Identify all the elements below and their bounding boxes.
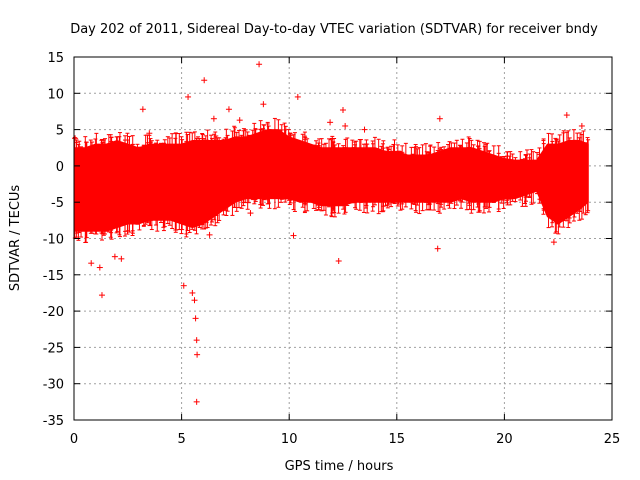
data-point [361, 126, 368, 133]
data-point [96, 264, 103, 271]
x-tick-label: 20 [496, 432, 513, 447]
axis-ticks [73, 56, 613, 421]
data-point [192, 315, 199, 322]
data-point [206, 231, 213, 238]
x-tick-labels: 0 5 10 15 20 25 [70, 432, 620, 447]
data-point [327, 119, 334, 126]
data-band [72, 117, 591, 244]
y-tick-label: -35 [43, 414, 64, 429]
y-tick-label: -30 [43, 378, 64, 393]
chart-title: Day 202 of 2011, Sidereal Day-to-day VTE… [70, 22, 598, 37]
data-point [98, 292, 105, 299]
y-tick-label: -25 [43, 341, 64, 356]
grid [74, 57, 612, 420]
x-tick-label: 25 [604, 432, 621, 447]
data-point [111, 253, 118, 260]
data-point [260, 101, 267, 108]
data-point [335, 258, 342, 265]
data-points [72, 61, 585, 405]
x-tick-label: 10 [281, 432, 298, 447]
y-tick-label: 5 [56, 124, 64, 139]
data-point [193, 398, 200, 405]
data-point [185, 93, 192, 100]
data-point [146, 130, 153, 137]
data-point [88, 260, 95, 267]
data-point [210, 115, 217, 122]
x-tick-label: 5 [177, 432, 185, 447]
data-point [578, 122, 585, 129]
data-point [294, 93, 301, 100]
data-point [434, 245, 441, 252]
y-tick-label: 0 [56, 160, 64, 175]
data-point [118, 255, 125, 262]
data-point [180, 282, 187, 289]
y-axis-label: SDTVAR / TECUs [8, 185, 23, 292]
data-point [563, 112, 570, 119]
y-tick-labels: 15 10 5 0 -5 -10 -15 -20 -25 -30 -35 [43, 51, 64, 429]
data-point [342, 122, 349, 129]
data-point [340, 106, 346, 113]
data-point [194, 351, 201, 358]
data-point [436, 115, 443, 122]
y-tick-label: -20 [43, 305, 64, 320]
y-tick-label: -10 [43, 233, 64, 248]
data-point [72, 135, 79, 142]
band-error-bars [72, 117, 591, 244]
data-point [193, 337, 200, 344]
data-point [550, 239, 557, 246]
x-tick-label: 15 [389, 432, 406, 447]
data-point [290, 232, 297, 239]
data-point [201, 77, 208, 84]
data-point [189, 289, 196, 296]
data-point [139, 106, 146, 113]
y-tick-label: 10 [47, 87, 64, 102]
x-axis-label: GPS time / hours [285, 459, 394, 474]
data-point [225, 106, 232, 113]
data-point [236, 117, 243, 124]
data-point [247, 210, 254, 217]
data-point [191, 297, 198, 304]
y-tick-label: -15 [43, 269, 64, 284]
y-tick-label: -5 [51, 196, 64, 211]
x-tick-label: 0 [70, 432, 78, 447]
data-point [256, 61, 263, 68]
y-tick-label: 15 [47, 51, 64, 66]
